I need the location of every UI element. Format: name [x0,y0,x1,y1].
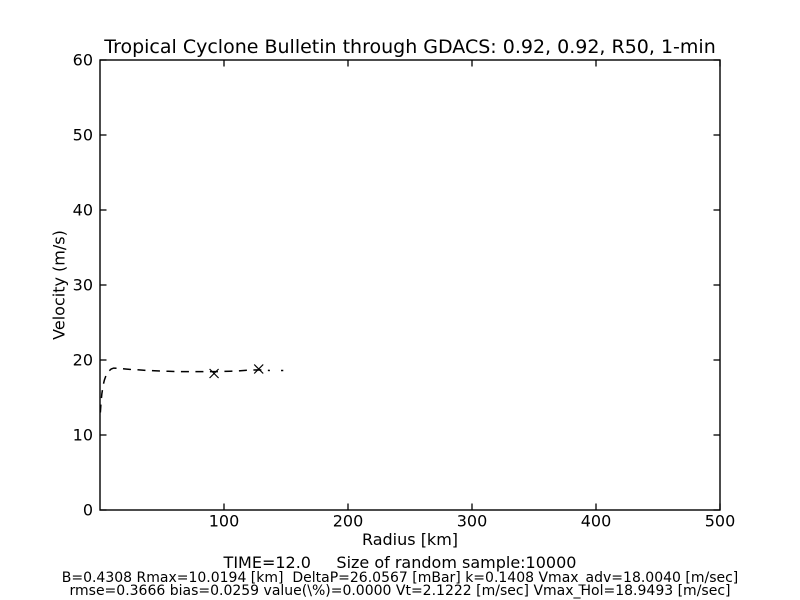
observation-markers-marker [209,368,220,379]
footer-time-line: TIME=12.0 Size of random sample:10000 [223,553,577,572]
x-tick-label: 200 [333,512,364,531]
y-tick-label: 50 [73,126,93,145]
holland-wind-profile [99,367,270,413]
y-tick-label: 0 [83,501,93,520]
x-axis-label: Radius [km] [361,530,459,549]
y-tick-label: 30 [73,276,93,295]
y-tick-label: 40 [73,201,93,220]
y-tick-label: 10 [73,426,93,445]
chart-title: Tropical Cyclone Bulletin through GDACS:… [104,36,716,58]
footer-params-line-2: rmse=0.3666 bias=0.0259 value(\%)=0.0000… [69,583,731,599]
y-tick-label: 60 [73,51,93,70]
x-tick-label: 500 [705,512,736,531]
x-tick-label: 300 [457,512,488,531]
y-tick-label: 20 [73,351,93,370]
footer-params-line-1: B=0.4308 Rmax=10.0194 [km] DeltaP=26.056… [61,570,739,586]
observation-markers-marker [253,364,264,374]
y-axis-label: Velocity (m/s) [49,230,69,340]
x-tick-label: 400 [581,512,612,531]
axes-frame [99,59,721,511]
x-tick-label: 100 [209,512,240,531]
